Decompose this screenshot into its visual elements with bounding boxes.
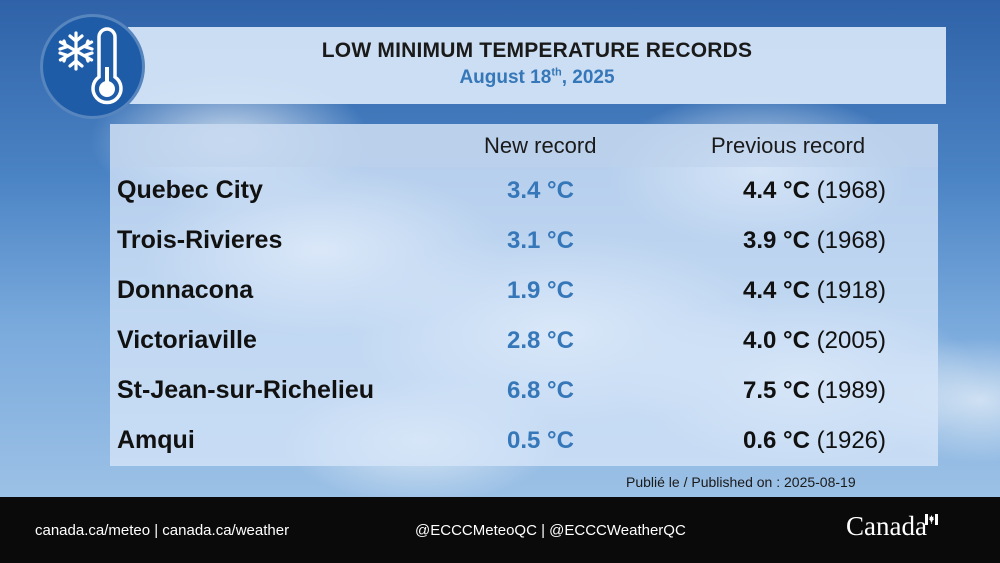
date-main: August 18 bbox=[459, 67, 552, 88]
city-name: Amqui bbox=[117, 426, 195, 454]
footer-social-handles[interactable]: @ECCCMeteoQC | @ECCCWeatherQC bbox=[415, 522, 686, 539]
new-record-value: 6.8 °C bbox=[507, 377, 574, 404]
records-table: New record Previous record Quebec City 3… bbox=[110, 124, 938, 466]
canada-wordmark: Canada bbox=[846, 511, 927, 541]
city-name: Donnacona bbox=[117, 276, 254, 304]
table-row: Donnacona 1.9 °C 4.4 °C (1918) bbox=[110, 267, 938, 317]
previous-record-year: (1989) bbox=[816, 377, 886, 404]
previous-record-value: 4.0 °C bbox=[742, 327, 810, 354]
new-record-value: 1.9 °C bbox=[507, 277, 574, 304]
previous-record: 7.5 °C (1989) bbox=[743, 377, 886, 405]
new-record-value: 0.5 °C bbox=[507, 427, 574, 454]
previous-record-value: 7.5 °C bbox=[742, 377, 810, 404]
table-row: Victoriaville 2.8 °C 4.0 °C (2005) bbox=[110, 317, 938, 367]
title-banner: LOW MINIMUM TEMPERATURE RECORDS August 1… bbox=[128, 27, 946, 104]
previous-record-year: (1968) bbox=[816, 177, 886, 204]
table-row: Trois-Rivieres 3.1 °C 3.9 °C (1968) bbox=[110, 217, 938, 267]
previous-record: 3.9 °C (1968) bbox=[743, 227, 886, 255]
previous-record-value: 4.4 °C bbox=[742, 177, 810, 204]
date-suffix: th bbox=[551, 66, 562, 79]
previous-record-year: (1918) bbox=[816, 277, 886, 304]
published-date: Publié le / Published on : 2025-08-19 bbox=[626, 474, 856, 490]
canada-flag-icon bbox=[925, 514, 938, 525]
page-subtitle-date: August 18th, 2025 bbox=[128, 67, 946, 89]
footer-website-links[interactable]: canada.ca/meteo | canada.ca/weather bbox=[35, 522, 290, 539]
table-row: Amqui 0.5 °C 0.6 °C (1926) bbox=[110, 417, 938, 467]
previous-record-year: (1968) bbox=[816, 227, 886, 254]
previous-record-value: 3.9 °C bbox=[742, 227, 810, 254]
new-record-value: 2.8 °C bbox=[507, 327, 574, 354]
previous-record-year: (2005) bbox=[816, 327, 886, 354]
previous-record: 0.6 °C (1926) bbox=[743, 427, 886, 455]
column-header-previous-record: Previous record bbox=[711, 133, 866, 158]
new-record-value: 3.1 °C bbox=[507, 227, 574, 254]
page-title: LOW MINIMUM TEMPERATURE RECORDS bbox=[321, 39, 753, 62]
city-name: Victoriaville bbox=[117, 326, 257, 354]
city-name: Trois-Rivieres bbox=[117, 226, 283, 254]
table-header: New record Previous record bbox=[110, 124, 938, 167]
city-name: Quebec City bbox=[117, 176, 263, 204]
date-year: , 2025 bbox=[561, 67, 615, 88]
new-record-value: 3.4 °C bbox=[507, 177, 574, 204]
footer-bar: canada.ca/meteo | canada.ca/weather @ECC… bbox=[0, 497, 1000, 563]
previous-record: 4.4 °C (1968) bbox=[743, 177, 886, 205]
snowflake-thermometer-icon bbox=[40, 14, 145, 119]
table-row: St-Jean-sur-Richelieu 6.8 °C 7.5 °C (198… bbox=[110, 367, 938, 417]
city-name: St-Jean-sur-Richelieu bbox=[117, 376, 375, 404]
previous-record: 4.0 °C (2005) bbox=[743, 327, 886, 355]
previous-record-year: (1926) bbox=[816, 427, 886, 454]
column-header-new-record: New record bbox=[484, 133, 597, 158]
table-row: Quebec City 3.4 °C 4.4 °C (1968) bbox=[110, 167, 938, 217]
previous-record-value: 0.6 °C bbox=[742, 427, 810, 454]
previous-record-value: 4.4 °C bbox=[742, 277, 810, 304]
previous-record: 4.4 °C (1918) bbox=[743, 277, 886, 305]
